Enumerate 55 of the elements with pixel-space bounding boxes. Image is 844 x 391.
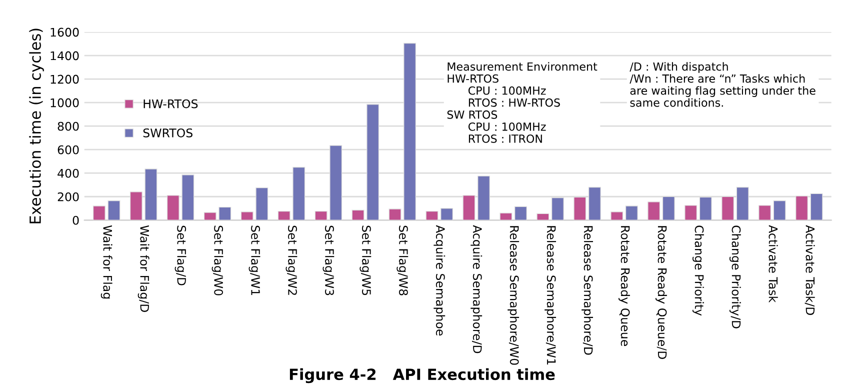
legend-label: HW-RTOS	[144, 99, 198, 108]
x-tick-label: Set Flag/D	[174, 226, 186, 286]
x-tick-label: Set Flag/W1	[248, 226, 260, 296]
x-tick-label: Release Semaphore/W1	[544, 226, 556, 364]
bar	[648, 202, 660, 220]
bar	[314, 210, 328, 220]
annotation: Measurement Environment HW-RTOS CPU : 100MHz RTOS : HW-RTOS SW RTOS CPU : 100MHz RTOS : ITRON	[447, 62, 598, 143]
x-tick-label: Wait for Flag/D	[138, 225, 150, 312]
bar	[388, 208, 402, 220]
bar	[684, 205, 698, 220]
legend-label: SWRTOS	[143, 128, 192, 138]
text: Figure 4-2 API Execution time	[290, 368, 555, 384]
y-tick-label: 0	[72, 216, 79, 225]
y-tick-label: 1600	[50, 28, 79, 37]
x-tick-label: Change Priority	[692, 226, 704, 316]
bar	[426, 210, 438, 220]
y-tick-label: 200	[58, 192, 79, 202]
bar	[440, 208, 454, 220]
y-tick-label: 1000	[50, 98, 79, 108]
x-tick-label: Acquire Semaphoe	[434, 225, 446, 336]
bar	[240, 212, 254, 220]
y-tick-label: 800	[58, 122, 79, 131]
x-tick-label: Set Flag/W5	[360, 226, 372, 296]
bar	[108, 200, 120, 220]
bar	[610, 212, 624, 220]
x-tick-label: Rotate Ready Queue	[618, 226, 630, 346]
x-tick-label: Acquire Semaphore/D	[470, 225, 482, 354]
x-tick-label: Activate Task/D	[804, 225, 815, 315]
x-tick-label: Activate Task	[768, 225, 778, 303]
x-tick-label: Wait for Flag	[100, 225, 112, 299]
annotation: /D : With dispatch /Wn : There are “n” Tasks which are waiting flag setting under the same conditions.	[630, 62, 816, 107]
y-tick-label: 600	[58, 145, 79, 154]
y-axis-title: Execution time (in cycles)	[29, 28, 44, 224]
x-tick-label: Rotate Ready Queue/D	[656, 226, 667, 359]
x-tick-label: Set Flag/W2	[286, 226, 298, 295]
x-tick-label: Set Flag/W8	[396, 226, 408, 296]
bar	[92, 206, 106, 220]
bar	[625, 206, 638, 220]
y-tick-label: 400	[58, 168, 79, 178]
y-tick-label: 1400	[50, 51, 79, 60]
bar	[758, 205, 772, 220]
bar	[218, 206, 232, 220]
bar	[536, 213, 550, 220]
bar	[204, 212, 216, 220]
bar	[278, 210, 290, 220]
x-tick-label: Release Semaphore/W0	[508, 226, 520, 365]
x-tick-label: Set Flag/W3	[322, 226, 334, 296]
bar	[514, 206, 527, 220]
bar	[352, 210, 364, 220]
x-tick-label: Release Semaphore/D	[582, 226, 594, 355]
bar	[500, 212, 512, 220]
x-tick-label: Change Priority/D	[729, 226, 741, 328]
x-tick-label: Set Flag/W0	[212, 226, 224, 296]
y-tick-label: 1200	[50, 74, 79, 84]
bar	[773, 200, 786, 220]
